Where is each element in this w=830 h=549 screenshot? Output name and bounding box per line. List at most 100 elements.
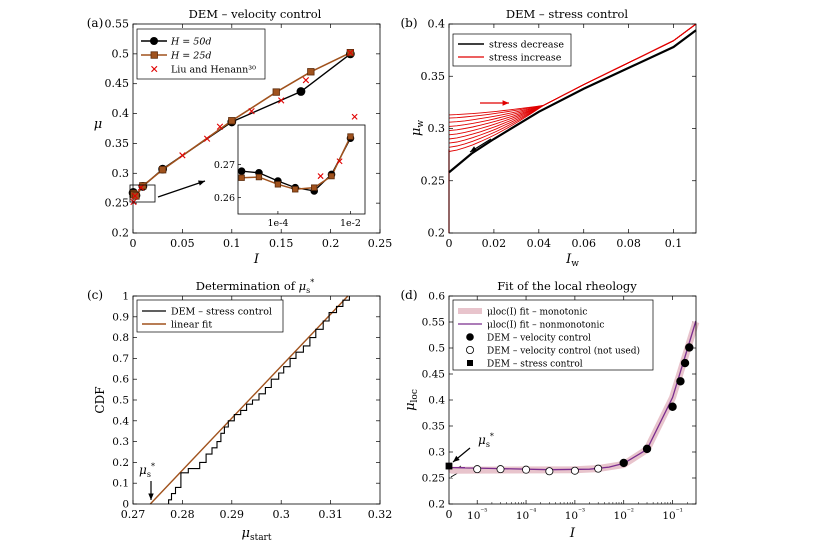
panel-c-ytick-label: 0.7: [112, 353, 129, 365]
panel-c-ylabel: CDF: [93, 386, 107, 413]
panel-a-point-h50: [296, 87, 306, 96]
panel-d-axes: [448, 295, 697, 505]
panel-a-xtick-label: 0.1: [223, 237, 241, 250]
panel-d-ytick-label: 0.35: [422, 421, 445, 433]
panel-a-zoom-arrow: [157, 180, 206, 198]
panel-c-ytick-label: 0.6: [112, 374, 129, 386]
panel-b-legend-entry: stress decrease: [489, 40, 564, 51]
panel-a-point-h25: [307, 68, 315, 76]
panel-a-title: DEM – velocity control: [189, 7, 322, 21]
panel-d-point-velocity-not-used: [570, 466, 579, 475]
panel-c-xtick-label: 0.32: [368, 508, 393, 521]
panel-a-point-h25: [272, 88, 280, 96]
panel-c-xtick-label: 0.28: [170, 508, 195, 521]
panel-d-xtick-label: 10⁻²: [614, 507, 634, 522]
panel-d-point-velocity-not-used: [473, 465, 482, 474]
panel-a-point-liu: [278, 97, 285, 104]
panel-d-legend-entry: μloc(I) fit – monotonic: [487, 307, 587, 318]
panel-c-ytick-label: 0.4: [112, 415, 129, 427]
panel-a-ytick-label: 0.45: [105, 77, 130, 90]
panel-a-point-h25: [158, 166, 167, 174]
x-marker-stroke: [302, 76, 310, 84]
panel-d-label: (d): [400, 288, 417, 302]
x-marker-stroke: [216, 123, 224, 130]
panel-b-axes: [448, 23, 697, 234]
panel-a-xtick-label: 0: [130, 237, 137, 250]
panel-c-ytick-label: 0.9: [112, 311, 129, 323]
x-marker-stroke: [336, 158, 343, 165]
panel-b-xlabel: Iw: [565, 252, 579, 269]
panel-d-legend: μloc(I) fit – monotonic μloc(I) fit – non…: [452, 299, 654, 371]
arrow-head: [198, 180, 205, 186]
inset-xtick-label: 1e-2: [340, 218, 361, 229]
panel-b-legend-entry: stress increase: [489, 53, 562, 64]
panel-d-xtick-label: 10⁻⁴: [516, 507, 536, 522]
panel-d-point-velocity-not-used: [522, 465, 531, 474]
panel-c-line-linear-fit: [149, 295, 349, 505]
panel-b-ytick-label: 0.3: [428, 122, 446, 135]
legend-marker-square: [150, 51, 158, 59]
panel-d-ytick-label: 0.2: [428, 499, 445, 511]
panel-d-point-velocity: [642, 444, 652, 454]
panel-a-legend-box: [136, 28, 266, 80]
panel-b-legend: stress decrease stress increase: [452, 33, 572, 67]
panel-a-xtick-label: 0.05: [170, 237, 195, 250]
x-marker-stroke: [203, 135, 211, 142]
panel-a-ytick-label: 0.2: [112, 227, 130, 240]
panel-b-xtick-label: 0.08: [616, 237, 641, 250]
legend-marker-circle: [150, 37, 158, 45]
panel-a-ytick-label: 0.4: [112, 107, 130, 120]
inset-xtick-label: 1e-4: [267, 218, 288, 229]
inset-point-h50: [237, 167, 246, 175]
panel-a-ytick-label: 0.55: [105, 18, 130, 31]
x-marker-stroke: [278, 97, 285, 104]
inset-point-liu: [317, 173, 324, 180]
panel-a-xtick-label: 0.25: [368, 237, 393, 250]
panel-b-arrow-decrease: [469, 138, 492, 153]
panel-d-point-velocity: [676, 377, 685, 386]
panel-d-xlabel: I: [569, 526, 576, 541]
inset-point-liu: [336, 158, 343, 165]
panel-d-ytick-label: 0.5: [428, 343, 445, 355]
panel-b-xtick-label: 0.02: [482, 237, 507, 250]
panel-a-xtick-label: 0.15: [269, 237, 294, 250]
panel-d-point-velocity-not-used: [545, 467, 554, 476]
panel-a-axes: [132, 23, 381, 234]
panel-c-label: (c): [87, 288, 103, 302]
panel-d-legend-entry: DEM – velocity control: [487, 334, 591, 344]
arrow-shaft: [157, 180, 206, 198]
panel-d-ytick-label: 0.25: [422, 473, 445, 485]
panel-a-point-liu: [203, 135, 211, 142]
arrow-head: [453, 455, 460, 462]
panel-c-mu-annotation: μs*: [139, 462, 155, 479]
panel-a-legend-entry: H = 25d: [170, 51, 211, 62]
panel-b-ytick-label: 0.25: [421, 174, 446, 187]
x-marker-stroke: [137, 184, 145, 191]
panel-c-ytick-label: 0.8: [112, 332, 129, 344]
panel-a-xlabel: I: [253, 252, 260, 267]
panel-b-line-stress-increase: [448, 23, 697, 116]
panel-a-point-liu: [131, 192, 139, 200]
x-marker-stroke: [248, 107, 255, 115]
panel-d-xtick-label: 10⁻³: [565, 507, 585, 522]
panel-a-legend: H = 50d H = 25d Liu and Henann³⁰: [136, 28, 266, 80]
panel-d-point-velocity: [668, 402, 677, 411]
panel-b-xtick-label: 0: [446, 237, 453, 250]
panel-c-ytick-label: 0.5: [112, 395, 129, 407]
panel-a-point-liu: [347, 49, 354, 56]
inset-ytick-label: 0.26: [214, 193, 235, 204]
panel-b-ytick-label: 0.4: [428, 18, 446, 31]
panel-a-legend-entry: Liu and Henann³⁰: [171, 65, 256, 76]
panel-a-legend-entry: H = 50d: [170, 37, 211, 48]
panel-d-point-velocity: [680, 358, 690, 368]
panel-a-ytick-label: 0.35: [105, 137, 130, 150]
inset-point-h25: [347, 133, 354, 140]
panel-c-xlabel: μstart: [242, 526, 272, 543]
panel-a-point-liu: [302, 76, 310, 84]
panel-d-legend-entry: μloc(I) fit – nonmonotonic: [487, 320, 604, 331]
inset-point-h25: [328, 172, 335, 180]
panel-c-xtick-label: 0.29: [220, 508, 245, 521]
panel-d-xtick-label: 0: [446, 508, 453, 521]
panel-a-point-liu: [248, 107, 255, 115]
